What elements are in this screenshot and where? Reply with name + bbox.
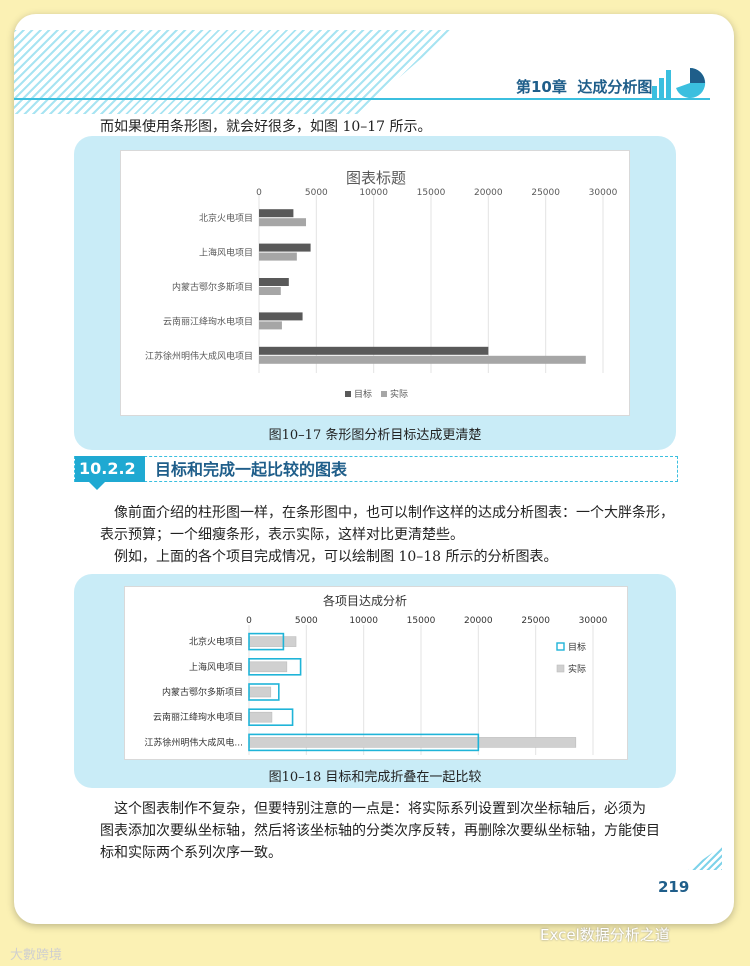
header-stripe (14, 30, 454, 114)
watermark-right: Excel数据分析之道 (540, 926, 670, 944)
category-label: 内蒙古鄂尔多斯项目 (162, 686, 243, 698)
book-page: 第10章 达成分析图 而如果使用条形图，就会好很多，如图 10–17 所示。 图… (14, 14, 734, 924)
bar-chart-2: 各项目达成分析 0 5000 10000 15000 20000 25000 30000 北京火… (144, 593, 608, 755)
bar-目标 (248, 632, 285, 651)
legend-swatch (345, 391, 351, 397)
bar-实际 (248, 737, 577, 748)
paragraph-2: 像前面介绍的柱形图一样，在条形图中，也可以制作这样的达成分析图表：一个大胖条形，… (100, 502, 700, 546)
bar-实际 (259, 287, 281, 295)
x-tick-label: 10000 (359, 188, 388, 198)
x-tick-label: 30000 (589, 188, 618, 198)
legend-label: 实际 (568, 663, 586, 675)
bar-实际 (259, 252, 297, 261)
legend-swatch (556, 642, 565, 651)
x-tick-label: 25000 (531, 188, 560, 198)
x-tick-label: 0 (256, 188, 262, 198)
x-tick-label: 0 (246, 616, 252, 626)
legend-label: 目标 (568, 641, 586, 653)
bar-实际 (259, 355, 586, 364)
category-label: 北京火电项目 (199, 212, 253, 224)
chapter-title: 第10章 达成分析图 (516, 78, 653, 96)
intro-paragraph: 而如果使用条形图，就会好很多，如图 10–17 所示。 (100, 119, 432, 135)
x-tick-label: 25000 (521, 616, 550, 626)
x-tick-label: 15000 (417, 188, 446, 198)
figure-caption-1: 图10–17 条形图分析目标达成更清楚 (268, 428, 482, 443)
paragraph-4-line-2: 图表添加次要纵坐标轴，然后将该坐标轴的分类次序反转，再删除次要纵坐标轴，方能使目 (100, 823, 660, 839)
bar-实际 (248, 711, 273, 723)
figure-caption-2: 图10–18 目标和完成折叠在一起比较 (268, 770, 482, 785)
category-label: 内蒙古鄂尔多斯项目 (172, 281, 253, 293)
paragraph-2-line-2: 表示预算；一个细瘦条形，表示实际，这样对比更清楚些。 (100, 527, 464, 543)
page-number: 219 (658, 878, 690, 896)
header-rule (14, 98, 710, 100)
bar-目标 (259, 209, 294, 218)
x-tick-label: 10000 (349, 616, 378, 626)
paragraph-4-line-3: 标和实际两个系列次序一致。 (100, 845, 282, 861)
paragraph-4: 这个图表制作不复杂，但要特别注意的一点是：将实际系列设置到次坐标轴后，必须为 图… (100, 798, 700, 864)
bar-目标 (259, 346, 489, 355)
chart-panel-2: 各项目达成分析 0 5000 10000 15000 20000 25000 30000 北京火… (124, 586, 628, 760)
x-tick-label: 5000 (295, 616, 318, 626)
section-title: 目标和完成一起比较的图表 (155, 460, 348, 479)
bar-实际 (248, 686, 272, 698)
bar-目标 (259, 243, 311, 252)
legend-swatch (381, 391, 387, 397)
chart-title: 各项目达成分析 (323, 593, 407, 608)
bar-目标 (248, 658, 302, 676)
watermark-left: 大數跨境 (10, 948, 63, 963)
bar-目标 (248, 708, 294, 726)
category-label: 上海风电项目 (189, 661, 243, 673)
category-label: 上海风电项目 (199, 247, 253, 259)
bar-目标 (259, 312, 303, 321)
bar-实际 (248, 636, 297, 647)
legend-swatch (556, 664, 565, 673)
paragraph-3: 例如，上面的各个项目完成情况，可以绘制图 10–18 所示的分析图表。 (114, 549, 558, 565)
bar-实际 (259, 218, 307, 227)
figure-10-18: 各项目达成分析 0 5000 10000 15000 20000 25000 30000 北京火… (74, 574, 676, 788)
bar-目标 (248, 733, 480, 752)
bar-实际 (259, 321, 282, 330)
figure-10-17: 图表标题 0 5000 10000 15000 20000 25000 30000 北京火电项目… (74, 136, 676, 450)
chart-panel-1: 图表标题 0 5000 10000 15000 20000 25000 30000 北京火电项目… (120, 150, 630, 416)
chapter-chart-icon (652, 67, 706, 100)
category-label: 云南丽江绛珣水电项目 (163, 315, 253, 327)
category-label: 北京火电项目 (189, 636, 243, 648)
x-tick-label: 15000 (407, 616, 436, 626)
paragraph-4-line-1: 这个图表制作不复杂，但要特别注意的一点是：将实际系列设置到次坐标轴后，必须为 (114, 801, 646, 817)
section-number: 10.2.2 (75, 456, 145, 490)
category-label: 云南丽江绛珣水电项目 (153, 711, 243, 723)
bar-目标 (248, 683, 280, 701)
category-label: 江苏徐州明伟大成风电... (144, 736, 243, 748)
x-tick-label: 20000 (474, 188, 503, 198)
x-tick-label: 30000 (579, 616, 608, 626)
paragraph-2-line-1: 像前面介绍的柱形图一样，在条形图中，也可以制作这样的达成分析图表：一个大胖条形， (114, 505, 674, 521)
bar-chart-1: 图表标题 0 5000 10000 15000 20000 25000 30000 北京火电项目… (145, 169, 618, 400)
section-header: 10.2.2 目标和完成一起比较的图表 (74, 456, 678, 490)
chart-title: 图表标题 (346, 169, 406, 187)
x-tick-label: 5000 (305, 188, 328, 198)
legend-label: 目标 (354, 388, 372, 400)
bar-目标 (259, 278, 289, 286)
bar-实际 (248, 661, 288, 673)
legend-label: 实际 (390, 388, 408, 400)
x-tick-label: 20000 (464, 616, 493, 626)
category-label: 江苏徐州明伟大成风电项目 (145, 350, 253, 362)
